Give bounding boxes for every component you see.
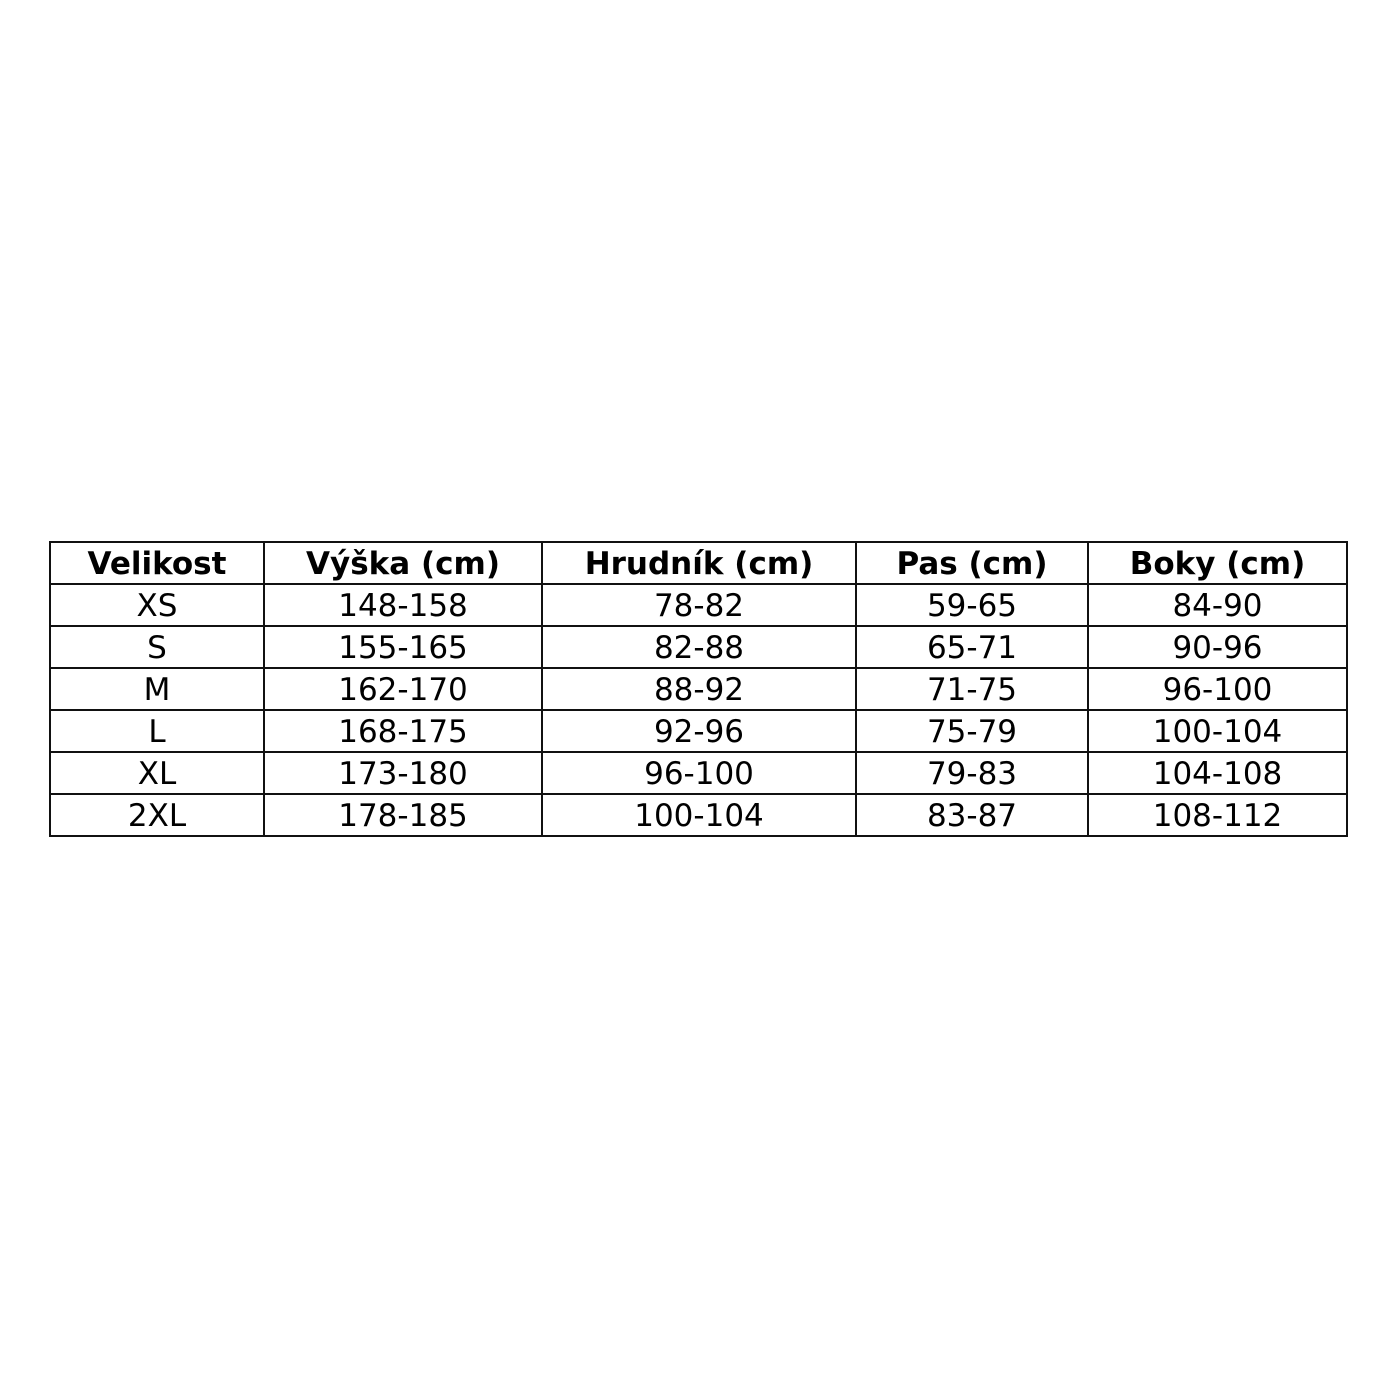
- cell-hips: 104-108: [1087, 751, 1348, 795]
- header-height: Výška (cm): [263, 541, 543, 585]
- cell-waist: 59-65: [855, 583, 1089, 627]
- header-hips: Boky (cm): [1087, 541, 1348, 585]
- cell-chest: 100-104: [541, 793, 857, 837]
- cell-height: 148-158: [263, 583, 543, 627]
- cell-chest: 82-88: [541, 625, 857, 669]
- cell-hips: 100-104: [1087, 709, 1348, 753]
- header-size: Velikost: [49, 541, 265, 585]
- cell-hips: 108-112: [1087, 793, 1348, 837]
- cell-height: 155-165: [263, 625, 543, 669]
- cell-size: XL: [49, 751, 265, 795]
- header-row: Velikost Výška (cm) Hrudník (cm) Pas (cm…: [49, 541, 1348, 585]
- cell-waist: 71-75: [855, 667, 1089, 711]
- table-row: 2XL 178-185 100-104 83-87 108-112: [49, 793, 1348, 837]
- table-row: XL 173-180 96-100 79-83 104-108: [49, 751, 1348, 795]
- size-chart-table: Velikost Výška (cm) Hrudník (cm) Pas (cm…: [49, 541, 1348, 837]
- cell-chest: 88-92: [541, 667, 857, 711]
- cell-chest: 96-100: [541, 751, 857, 795]
- cell-height: 178-185: [263, 793, 543, 837]
- cell-chest: 78-82: [541, 583, 857, 627]
- cell-waist: 83-87: [855, 793, 1089, 837]
- cell-waist: 79-83: [855, 751, 1089, 795]
- cell-size: 2XL: [49, 793, 265, 837]
- cell-size: M: [49, 667, 265, 711]
- cell-size: L: [49, 709, 265, 753]
- table-row: S 155-165 82-88 65-71 90-96: [49, 625, 1348, 669]
- cell-height: 162-170: [263, 667, 543, 711]
- cell-height: 168-175: [263, 709, 543, 753]
- header-chest: Hrudník (cm): [541, 541, 857, 585]
- table-row: M 162-170 88-92 71-75 96-100: [49, 667, 1348, 711]
- cell-waist: 75-79: [855, 709, 1089, 753]
- cell-hips: 84-90: [1087, 583, 1348, 627]
- header-waist: Pas (cm): [855, 541, 1089, 585]
- table-row: XS 148-158 78-82 59-65 84-90: [49, 583, 1348, 627]
- cell-height: 173-180: [263, 751, 543, 795]
- cell-hips: 96-100: [1087, 667, 1348, 711]
- cell-size: S: [49, 625, 265, 669]
- cell-waist: 65-71: [855, 625, 1089, 669]
- table-row: L 168-175 92-96 75-79 100-104: [49, 709, 1348, 753]
- cell-size: XS: [49, 583, 265, 627]
- cell-chest: 92-96: [541, 709, 857, 753]
- cell-hips: 90-96: [1087, 625, 1348, 669]
